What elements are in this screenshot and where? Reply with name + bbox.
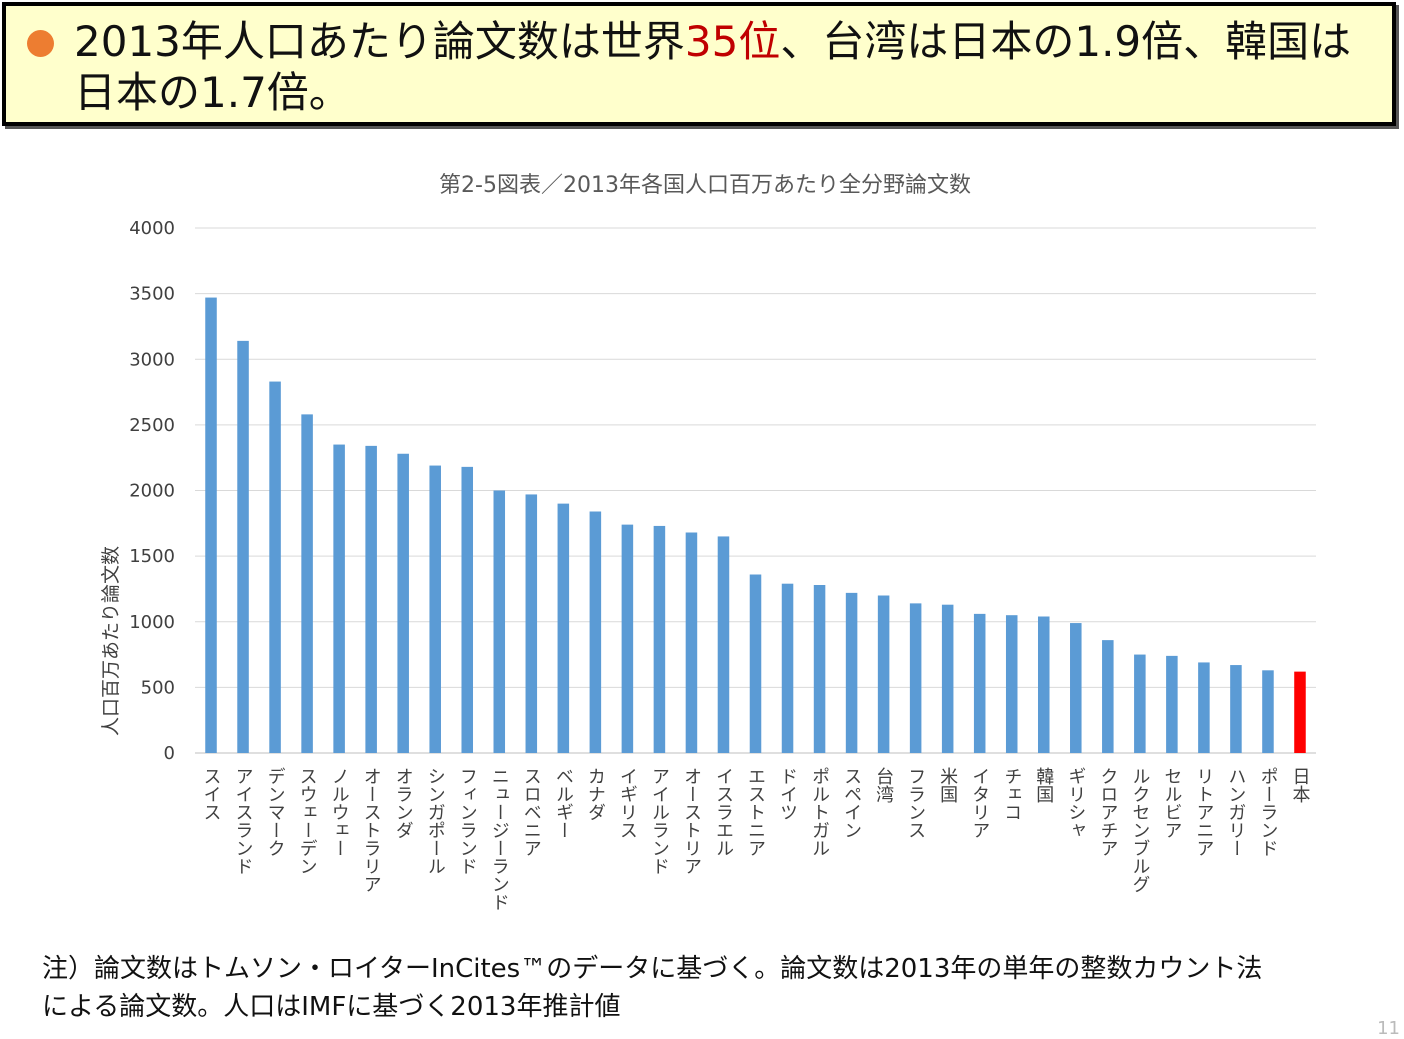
x-category-label: ベルギー [553, 767, 574, 839]
bar-ノルウェー [333, 444, 345, 753]
bar-台湾 [877, 595, 890, 753]
bar-スペイン [845, 592, 858, 753]
x-category-label: ノルウェー [329, 767, 350, 857]
x-category-label: ポーランド [1257, 767, 1278, 857]
headline-part2: 、台湾は日本の1.9倍、韓国は日本の1.7倍。 [74, 17, 1352, 117]
bar-ギリシャ [1070, 623, 1082, 753]
y-tick-label: 3000 [129, 349, 175, 370]
x-category-label: リトアニア [1193, 767, 1214, 857]
y-tick-label: 3500 [129, 284, 175, 305]
bar-デンマーク [269, 381, 281, 753]
bar-ハンガリー [1230, 665, 1242, 753]
bar-カナダ [589, 511, 602, 753]
bar-ドイツ [781, 583, 794, 753]
x-category-label: 日本 [1289, 767, 1310, 803]
x-category-label: ハンガリー [1225, 767, 1246, 857]
bar-日本 [1294, 671, 1306, 753]
bar-イギリス [621, 524, 634, 753]
x-category-label: 韓国 [1033, 767, 1054, 803]
headline-box: 2013年人口あたり論文数は世界35位、台湾は日本の1.9倍、韓国は日本の1.7… [2, 2, 1396, 126]
x-category-label: オーストリア [681, 767, 702, 875]
x-category-label: デンマーク [265, 767, 286, 857]
x-category-label: イスラエル [713, 767, 734, 857]
bullet-icon [27, 30, 54, 57]
x-category-label: スロベニア [521, 767, 542, 857]
y-tick-label: 1000 [129, 612, 175, 633]
bar-韓国 [1037, 616, 1050, 753]
bar-スイス [205, 297, 217, 753]
x-category-label: アイスランド [233, 767, 254, 875]
y-tick-label: 2000 [129, 481, 175, 502]
bar-ニュージーランド [493, 490, 506, 753]
x-category-label: イギリス [617, 767, 638, 839]
y-tick-label: 1500 [129, 546, 175, 567]
bar-フィンランド [461, 466, 474, 753]
bar-チェコ [1005, 615, 1018, 753]
page-number: 11 [1377, 1018, 1400, 1039]
x-category-label: ポルトガル [809, 767, 830, 857]
x-category-label: ニュージーランド [489, 767, 510, 911]
bar-ポーランド [1262, 670, 1274, 753]
x-category-label: オーストラリア [361, 767, 382, 893]
x-category-label: オランダ [393, 767, 414, 839]
bar-オーストリア [685, 532, 698, 753]
x-category-label: スペイン [841, 767, 862, 839]
bar-ポルトガル [813, 585, 826, 753]
x-category-label: 台湾 [873, 767, 894, 804]
x-category-label: イタリア [969, 767, 990, 839]
x-category-label: フィンランド [457, 767, 478, 875]
x-category-labels: スイス アイスランド デンマーク スウェーデン ノルウェー オーストラリア オランダ シンガポ… [201, 767, 1311, 911]
bar-アイスランド [237, 340, 249, 753]
bar-オーストラリア [365, 445, 377, 753]
bar-chart: 第2-5図表／2013年各国人口百万あたり全分野論文数 人口百万あたり論文数 0… [100, 173, 1316, 911]
x-category-label: 米国 [937, 767, 958, 803]
bar-アイルランド [653, 525, 666, 753]
headline-part1: 2013年人口あたり論文数は世界 [74, 17, 685, 66]
y-axis-title: 人口百万あたり論文数 [100, 546, 122, 736]
x-category-label: エストニア [745, 767, 766, 857]
chart-title: 第2-5図表／2013年各国人口百万あたり全分野論文数 [439, 173, 971, 198]
bar-クロアチア [1102, 640, 1114, 753]
x-category-label: チェコ [1001, 767, 1022, 821]
x-category-label: シンガポール [425, 767, 446, 875]
bar-オランダ [397, 453, 409, 753]
x-category-label: カナダ [585, 767, 606, 821]
x-category-label: ギリシャ [1065, 767, 1086, 839]
footnote-line2: による論文数。人口はIMFに基づく2013年推計値 [42, 992, 621, 1022]
y-tick-labels: 0 500 1000 1500 2000 2500 3000 3500 4000 [129, 218, 175, 764]
bar-エストニア [749, 574, 762, 753]
bar-イスラエル [717, 536, 730, 753]
x-category-label: ルクセンブルグ [1129, 767, 1150, 893]
y-tick-label: 4000 [129, 218, 175, 239]
bar-シンガポール [429, 465, 441, 753]
footnote: 注）論文数はトムソン・ロイターInCites™のデータに基づく。論文数は2013… [42, 950, 1382, 1026]
bar-ベルギー [557, 503, 570, 753]
x-category-label: フランス [905, 767, 926, 839]
x-category-label: スウェーデン [297, 767, 318, 875]
x-category-label: クロアチア [1097, 767, 1118, 857]
x-category-label: アイルランド [649, 767, 670, 875]
bar-米国 [941, 604, 954, 753]
bar-ルクセンブルグ [1134, 654, 1146, 753]
x-category-label: ドイツ [777, 767, 798, 821]
bar-フランス [909, 603, 922, 753]
bar-リトアニア [1198, 662, 1210, 753]
bar-イタリア [973, 613, 986, 753]
y-tick-label: 0 [164, 743, 175, 764]
chart-area: 第2-5図表／2013年各国人口百万あたり全分野論文数 人口百万あたり論文数 0… [0, 150, 1404, 930]
y-tick-label: 500 [141, 677, 175, 698]
bar-スウェーデン [301, 414, 313, 753]
y-tick-label: 2500 [129, 415, 175, 436]
bar-スロベニア [525, 494, 538, 753]
bars [205, 297, 1306, 753]
headline: 2013年人口あたり論文数は世界35位、台湾は日本の1.9倍、韓国は日本の1.7… [74, 16, 1384, 118]
x-category-label: スイス [201, 767, 222, 821]
headline-rank-highlight: 35位 [684, 17, 781, 66]
x-category-label: セルビア [1161, 767, 1182, 839]
bar-セルビア [1166, 655, 1178, 753]
footnote-line1: 注）論文数はトムソン・ロイターInCites™のデータに基づく。論文数は2013… [42, 954, 1263, 984]
